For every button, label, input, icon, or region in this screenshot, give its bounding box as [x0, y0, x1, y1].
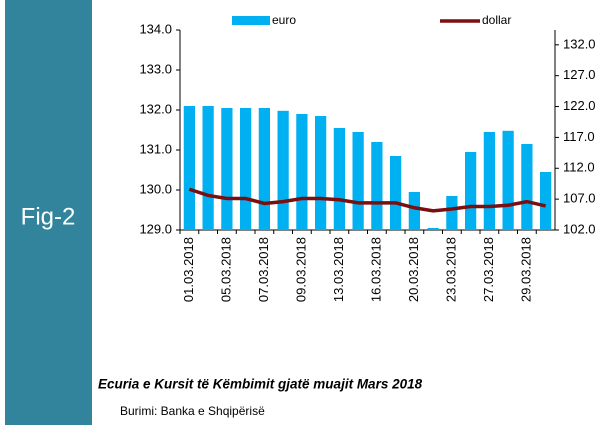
x-tick-label: 27.03.2018 [481, 237, 496, 302]
y2-tick-label: 132.0 [563, 36, 596, 51]
x-tick-label: 23.03.2018 [443, 237, 458, 302]
bar [371, 142, 383, 230]
y2-tick-label: 122.0 [563, 98, 596, 113]
bar [408, 192, 420, 230]
bar [258, 108, 270, 230]
legend-label: euro [272, 13, 296, 27]
bar [315, 116, 327, 230]
x-tick-label: 13.03.2018 [331, 237, 346, 302]
bar [296, 114, 308, 230]
bar [446, 196, 458, 230]
legend-label: dollar [482, 13, 511, 27]
y-tick-label: 129.0 [139, 221, 172, 236]
y-tick-label: 132.0 [139, 101, 172, 116]
caption: Ecuria e Kursit të Këmbimit gjatë muajit… [98, 377, 423, 392]
source: Burimi: Banka e Shqipërisë [120, 404, 265, 418]
y2-tick-label: 102.0 [563, 221, 596, 236]
bar [483, 132, 495, 230]
y-tick-label: 130.0 [139, 181, 172, 196]
bar [202, 106, 214, 230]
bar [390, 156, 402, 230]
bar [521, 144, 533, 230]
figure-label: Fig-2 [21, 203, 76, 230]
bar [333, 128, 345, 230]
side-panel [5, 0, 92, 425]
bar [540, 172, 552, 230]
y-tick-label: 131.0 [139, 141, 172, 156]
x-tick-label: 16.03.2018 [368, 237, 383, 302]
bar [427, 228, 439, 230]
x-tick-label: 07.03.2018 [256, 237, 271, 302]
y-tick-label: 134.0 [139, 21, 172, 36]
y2-tick-label: 117.0 [563, 129, 595, 144]
bar [277, 110, 289, 230]
x-tick-label: 01.03.2018 [181, 237, 196, 302]
y2-tick-label: 127.0 [563, 67, 596, 82]
x-tick-label: 29.03.2018 [518, 237, 533, 302]
bar [465, 152, 477, 230]
x-tick-label: 20.03.2018 [406, 237, 421, 302]
line [188, 187, 547, 213]
bar [502, 130, 514, 230]
bar [221, 108, 233, 230]
y2-tick-label: 107.0 [563, 191, 596, 206]
bar [352, 132, 364, 230]
bar [240, 108, 252, 230]
y-tick-label: 133.0 [139, 61, 172, 76]
legend-swatch [232, 16, 270, 25]
x-tick-label: 05.03.2018 [218, 237, 233, 302]
x-tick-label: 09.03.2018 [293, 237, 308, 302]
bar [183, 106, 195, 230]
y2-tick-label: 112.0 [563, 160, 595, 175]
